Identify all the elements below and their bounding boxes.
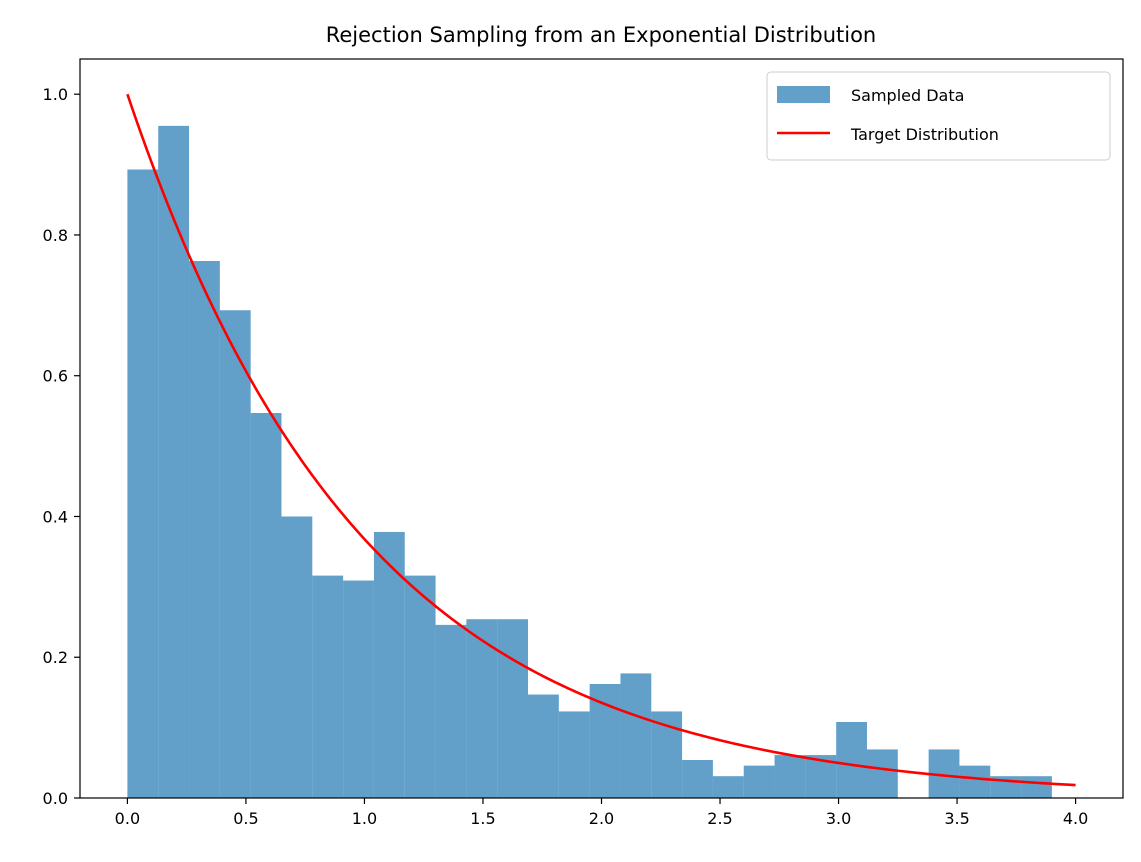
- histogram-bar: [774, 755, 806, 798]
- x-tick-label: 2.0: [589, 809, 614, 828]
- x-tick-label: 4.0: [1063, 809, 1088, 828]
- histogram-bar: [219, 310, 251, 798]
- histogram-bar: [528, 694, 559, 798]
- histogram-bar: [281, 516, 313, 798]
- histogram-bar: [497, 619, 529, 798]
- histogram-bar: [866, 749, 898, 798]
- histogram-bar: [743, 765, 775, 798]
- x-tick-label: 0.5: [233, 809, 258, 828]
- histogram-bar: [558, 711, 590, 798]
- legend: Sampled Data Target Distribution: [766, 71, 1111, 161]
- histogram-bar: [620, 673, 652, 798]
- x-tick-label: 0.0: [115, 809, 140, 828]
- x-tick-label: 3.0: [826, 809, 851, 828]
- histogram-bar: [343, 580, 374, 798]
- histogram-bar: [404, 575, 436, 798]
- histogram-bar: [250, 413, 282, 798]
- histogram-bar: [435, 624, 467, 798]
- x-axis: 0.0 0.5 1.0 1.5 2.0 2.5 3.0 3.5 4.0: [115, 798, 1088, 828]
- x-tick-label: 3.5: [944, 809, 969, 828]
- x-tick-label: 1.5: [470, 809, 495, 828]
- histogram-bar: [127, 169, 159, 798]
- histogram-bar: [189, 260, 220, 798]
- x-tick-label: 2.5: [707, 809, 732, 828]
- histogram-bar: [1021, 776, 1052, 798]
- y-tick-label: 1.0: [43, 85, 68, 104]
- y-tick-label: 0.4: [43, 507, 68, 526]
- plot-frame: [79, 58, 1124, 799]
- y-tick-label: 0.8: [43, 226, 68, 245]
- legend-patch-sampled-data: [777, 86, 830, 103]
- y-tick-label: 0.2: [43, 648, 68, 667]
- histogram-bar: [373, 531, 405, 798]
- histogram-bar: [466, 619, 498, 798]
- histogram-bar: [682, 759, 713, 798]
- y-axis: 0.0 0.2 0.4 0.6 0.8 1.0: [43, 85, 80, 808]
- histogram-bars: [127, 125, 1052, 798]
- histogram-bar: [959, 765, 991, 798]
- x-tick-label: 1.0: [352, 809, 377, 828]
- chart-title: Rejection Sampling from an Exponential D…: [326, 23, 877, 47]
- y-tick-label: 0.0: [43, 789, 68, 808]
- histogram-bar: [158, 125, 190, 798]
- target-distribution-curve: [126, 93, 1076, 787]
- histogram-bar: [712, 776, 744, 798]
- legend-label-sampled-data: Sampled Data: [851, 86, 964, 105]
- histogram-bar: [312, 575, 344, 798]
- legend-box: [766, 71, 1111, 161]
- legend-label-target-distribution: Target Distribution: [850, 125, 999, 144]
- y-tick-label: 0.6: [43, 367, 68, 386]
- histogram-bar: [836, 721, 867, 798]
